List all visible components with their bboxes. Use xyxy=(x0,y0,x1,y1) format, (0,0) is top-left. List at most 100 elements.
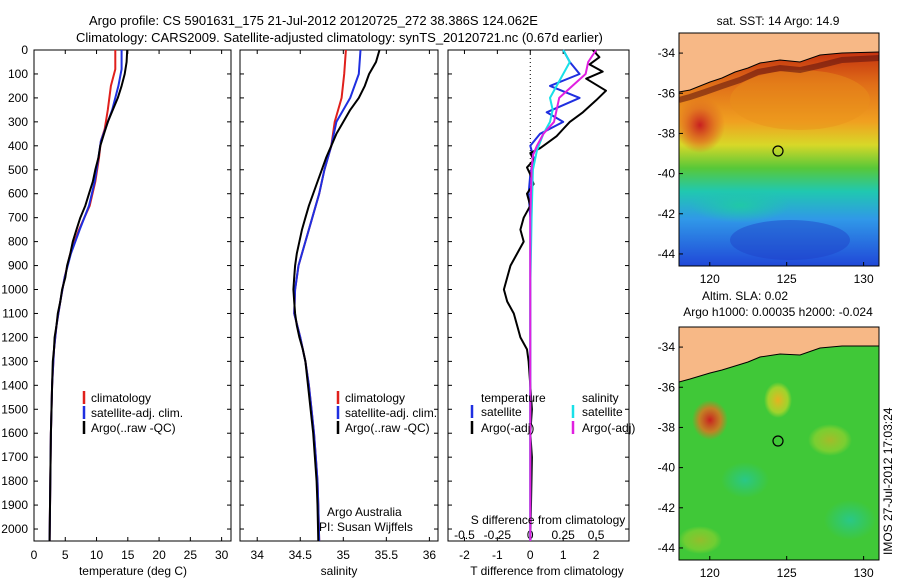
depth-tick-label: 500 xyxy=(8,163,28,177)
x-tick-label: 15 xyxy=(121,548,135,562)
series-line-s-satellite xyxy=(529,49,571,541)
x-tick-label: -1 xyxy=(492,548,503,562)
legend-label-satellite: satellite-adj. clim. xyxy=(91,406,183,420)
sla-map: Altim. SLA: 0.02 Argo h1000: 0.00035 h20… xyxy=(658,289,880,580)
difference-legend: temperature satellite Argo(-adj) salinit… xyxy=(470,391,635,435)
map-lon-label: 130 xyxy=(854,566,874,580)
depth-tick-label: 600 xyxy=(8,187,28,201)
shelf-contour xyxy=(679,55,879,103)
x-tick-label: 35 xyxy=(337,548,351,562)
map-lat-label: -40 xyxy=(658,461,676,475)
legend-title-salinity: salinity xyxy=(582,391,619,405)
map-lat-label: -36 xyxy=(658,380,676,394)
x-tick-label: 36 xyxy=(423,548,437,562)
map-lon-label: 120 xyxy=(700,272,720,286)
legend-label-t-satellite: satellite xyxy=(481,405,522,419)
map-lat-label: -38 xyxy=(658,126,676,140)
sla-anomaly xyxy=(679,526,722,554)
difference-xlabel: T difference from climatology xyxy=(470,564,624,578)
sla-anomaly xyxy=(808,424,852,456)
land-australia xyxy=(679,33,879,92)
depth-tick-label: 1700 xyxy=(1,450,28,464)
sst-map-frame xyxy=(678,32,880,267)
legend-label-s-argo: Argo(-adj) xyxy=(582,421,635,435)
depth-tick-label: 1200 xyxy=(1,330,28,344)
difference-xlabel-top: S difference from climatology xyxy=(471,513,626,527)
depth-tick-label: 2000 xyxy=(1,522,28,536)
figure-title-line1: Argo profile: CS 5901631_175 21-Jul-2012… xyxy=(89,13,538,28)
x-tick-label: 20 xyxy=(152,548,166,562)
map-lat-label: -42 xyxy=(658,207,676,221)
depth-tick-label: 1500 xyxy=(1,402,28,416)
legend-label-t-argo: Argo(-adj) xyxy=(481,421,534,435)
sla-map-frame xyxy=(678,326,880,561)
figure-title-line2: Climatology: CARS2009. Satellite-adjuste… xyxy=(76,30,603,45)
s-tick-label: 0.25 xyxy=(552,528,576,542)
depth-tick-label: 1800 xyxy=(1,474,28,488)
legend-title-temperature: temperature xyxy=(481,391,546,405)
depth-tick-label: 900 xyxy=(8,259,28,273)
temperature-panel-frame xyxy=(33,49,232,542)
s-tick-label: -0.25 xyxy=(484,528,512,542)
sst-map: sat. SST: 14 Argo: 14.9 120 125 130 -34 -36 -… xyxy=(658,14,880,286)
map-lat-label: -38 xyxy=(658,420,676,434)
map-lon-label: 130 xyxy=(854,272,874,286)
x-tick-label: 10 xyxy=(90,548,104,562)
map-lat-label: -42 xyxy=(658,501,676,515)
series-line-climatology xyxy=(293,49,347,542)
temperature-xlabel: temperature (deg C) xyxy=(79,564,187,578)
series-line-s-argo-adj- xyxy=(529,49,597,541)
depth-tick-label: 100 xyxy=(8,67,28,81)
x-tick-label: 2 xyxy=(593,548,600,562)
sla-anomaly xyxy=(721,462,769,498)
sst-map-title: sat. SST: 14 Argo: 14.9 xyxy=(717,14,840,28)
legend-label-argo: Argo(..raw -QC) xyxy=(91,421,176,435)
legend-label-satellite: satellite-adj. clim. xyxy=(345,406,437,420)
depth-tick-label: 1900 xyxy=(1,498,28,512)
depth-tick-label: 1100 xyxy=(2,306,28,320)
coastline xyxy=(679,345,879,383)
map-lon-label: 125 xyxy=(777,272,797,286)
coastline xyxy=(679,51,879,93)
sst-warm-patch xyxy=(679,97,725,153)
legend-label-climatology: climatology xyxy=(91,391,151,405)
depth-tick-label: 700 xyxy=(8,211,28,225)
map-lat-label: -40 xyxy=(658,167,676,181)
depth-tick-label: 1300 xyxy=(1,354,28,368)
depth-tick-label: 0 xyxy=(21,43,28,57)
x-tick-label: 0 xyxy=(527,548,534,562)
temperature-plot: 0 5 10 15 20 25 30 xyxy=(31,49,231,562)
x-tick-label: 34.5 xyxy=(289,548,313,562)
salinity-plot: 34 34.5 35 35.5 36 xyxy=(240,49,438,562)
x-tick-label: 34 xyxy=(251,548,265,562)
difference-plot: -2 -1 0 1 2-0.5 -0.25 0 0.25 0.5 xyxy=(448,49,629,562)
x-tick-label: -2 xyxy=(459,548,470,562)
sst-warm-patch xyxy=(730,70,870,130)
x-tick-label: 5 xyxy=(62,548,69,562)
depth-tick-label: 1400 xyxy=(1,378,28,392)
map-lat-label: -44 xyxy=(658,247,676,261)
sst-cold-patch xyxy=(730,220,850,260)
depth-tick-label: 1000 xyxy=(1,283,28,297)
x-tick-label: 1 xyxy=(560,548,567,562)
depth-tick-label: 1600 xyxy=(1,426,28,440)
series-line-t-satellite xyxy=(527,49,581,541)
temperature-legend: climatology satellite-adj. clim. Argo(..… xyxy=(82,391,183,435)
legend-label-argo: Argo(..raw -QC) xyxy=(345,421,430,435)
annotation-argo-australia: Argo Australia xyxy=(327,505,402,519)
series-line-t-argo-adj- xyxy=(502,49,607,542)
depth-tick-label: 400 xyxy=(8,139,28,153)
map-lon-label: 125 xyxy=(777,566,797,580)
x-tick-label: 35.5 xyxy=(375,548,399,562)
depth-axis: 0 100 200 300 400 500 600 700 800 900 1000 1100 1200… xyxy=(1,43,28,536)
map-lat-label: -34 xyxy=(658,46,676,60)
s-tick-label: -0.5 xyxy=(454,528,475,542)
annotation-pi: PI: Susan Wijffels xyxy=(319,520,413,534)
depth-tick-label: 200 xyxy=(8,91,28,105)
legend-label-s-satellite: satellite xyxy=(582,405,623,419)
salinity-panel-frame xyxy=(239,49,439,542)
x-tick-label: 30 xyxy=(215,548,229,562)
x-tick-label: 0 xyxy=(31,548,38,562)
imos-timestamp: IMOS 27-Jul-2012 17:03:24 xyxy=(881,407,895,555)
legend-label-climatology: climatology xyxy=(345,391,405,405)
